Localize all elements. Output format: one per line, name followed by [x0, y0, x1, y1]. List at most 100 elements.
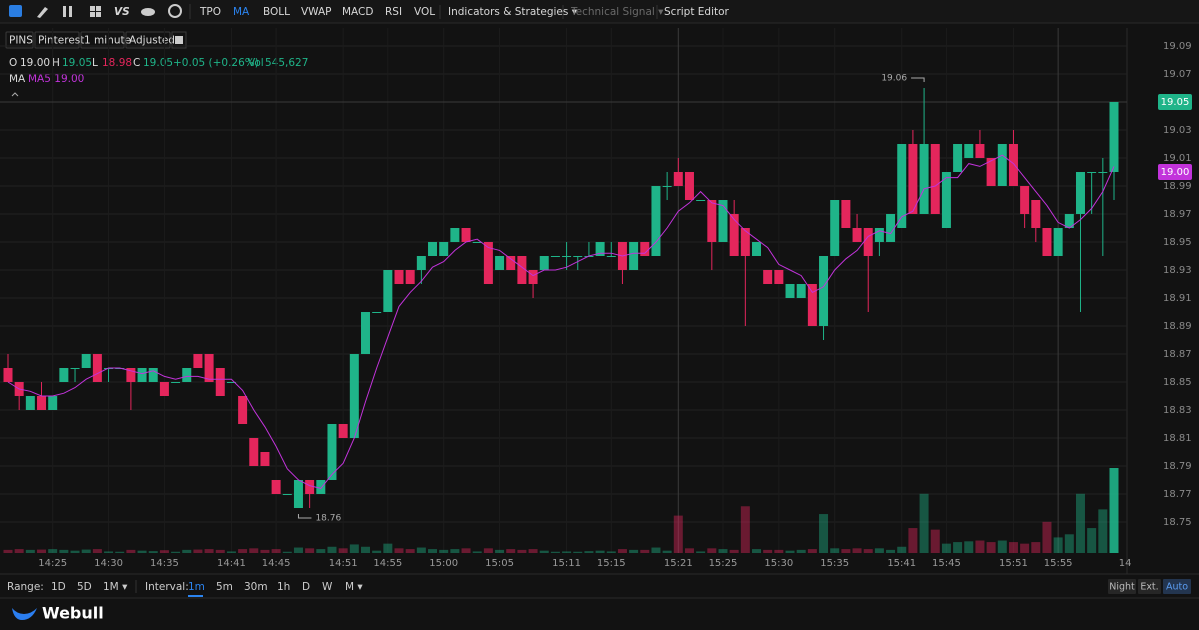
candle-body: [1098, 172, 1108, 173]
toolbar-item[interactable]: Script Editor: [664, 6, 730, 18]
candle-body: [495, 256, 505, 270]
legend-open: 19.00: [20, 57, 50, 69]
candle-body: [305, 480, 315, 494]
y-tick-label: 18.75: [1163, 517, 1192, 528]
interval-option[interactable]: 1m: [188, 581, 205, 593]
volume-bar: [148, 551, 158, 553]
candle-body: [863, 228, 873, 256]
session-button[interactable]: [1163, 579, 1191, 594]
volume-bar: [1053, 537, 1063, 553]
interval-option[interactable]: M ▾: [345, 581, 363, 593]
volume-bar: [830, 548, 840, 553]
x-tick-label: 15:55: [1044, 558, 1073, 569]
candle-body: [48, 396, 58, 410]
candle-body: [1020, 186, 1030, 214]
candle-body: [327, 424, 337, 480]
symbol-chip[interactable]: [80, 31, 125, 49]
candle-body: [483, 242, 493, 284]
volume-bar: [1064, 534, 1074, 553]
interval-option[interactable]: D: [302, 581, 310, 593]
toolbar-item[interactable]: RSI: [385, 6, 402, 18]
candle-body: [550, 256, 560, 257]
candle-body: [416, 256, 426, 270]
volume-bar: [707, 548, 717, 553]
toolbar-item[interactable]: MA: [233, 6, 250, 18]
settings-icon[interactable]: [171, 31, 187, 49]
volume-bar: [238, 549, 248, 553]
session-button[interactable]: [1138, 579, 1161, 594]
candle-body: [1075, 172, 1085, 214]
volume-bar: [897, 546, 907, 553]
volume-bar: [506, 549, 516, 553]
toolbar-item[interactable]: BOLL: [263, 6, 290, 18]
range-label: Range:: [7, 581, 44, 593]
y-tick-label: 19.03: [1163, 125, 1192, 136]
layout-icon-part: [69, 6, 72, 17]
volume-bar: [360, 546, 370, 553]
toolbar-item[interactable]: Indicators & Strategies ▾: [448, 6, 578, 18]
toolbar-item[interactable]: VOL: [414, 6, 435, 18]
candle-body: [282, 494, 292, 495]
volume-bar: [941, 543, 951, 553]
toolbar-item[interactable]: TPO: [199, 6, 221, 18]
range-option[interactable]: 5D: [77, 581, 92, 593]
draw-icon[interactable]: [37, 7, 48, 18]
last-price-label: 19.05: [1161, 97, 1190, 108]
symbol-chip-text: 1 minute: [84, 35, 131, 47]
interval-option[interactable]: 1h: [277, 581, 290, 593]
cloud-icon[interactable]: [141, 8, 155, 16]
interval-option[interactable]: 5m: [216, 581, 233, 593]
volume-bar: [1098, 509, 1108, 553]
interval-option[interactable]: W: [322, 581, 333, 593]
symbol-chip-text: PINS: [9, 35, 33, 47]
range-option[interactable]: 1D: [51, 581, 66, 593]
candle-body: [562, 256, 572, 257]
x-tick-label: 14:25: [38, 558, 67, 569]
session-label: Auto: [1166, 582, 1188, 593]
volume-bar: [293, 547, 303, 553]
candle-body: [159, 382, 169, 396]
candle-body: [595, 242, 605, 256]
candle-body: [573, 256, 583, 257]
candle-body: [226, 382, 236, 383]
toolbar-item[interactable]: VWAP: [301, 6, 332, 18]
volume-bar: [763, 549, 773, 553]
legend-close: 19.05: [143, 57, 173, 69]
settings-icon-glyph: [175, 36, 183, 44]
toolbar-item[interactable]: Technical Signal ▾: [570, 6, 664, 18]
target-icon[interactable]: [168, 4, 182, 18]
grid-icon[interactable]: [90, 6, 101, 17]
candle-body: [1053, 228, 1063, 256]
x-tick-label: 15:11: [552, 558, 581, 569]
symbol-chip[interactable]: [125, 31, 171, 49]
candle-body: [59, 368, 69, 382]
volume-bar: [92, 549, 102, 553]
candle-body: [763, 270, 773, 284]
high-annotation: 19.06: [881, 74, 907, 84]
volume-bar: [539, 550, 549, 553]
last-price-badge: [1158, 94, 1192, 110]
legend-l-label: L: [92, 57, 98, 69]
volume-bar: [271, 549, 281, 553]
volume-bar: [383, 543, 393, 553]
toolbar-item[interactable]: MACD: [342, 6, 373, 18]
candle-body: [238, 396, 248, 424]
volume-bar: [841, 549, 851, 553]
session-button[interactable]: [1108, 579, 1136, 594]
candle-body: [707, 200, 717, 242]
volume-bar: [204, 549, 214, 553]
layout-icon[interactable]: [63, 6, 66, 17]
range-option[interactable]: 1M ▾: [103, 581, 128, 593]
candle-body: [70, 368, 80, 369]
chart-icon[interactable]: [9, 5, 22, 17]
symbol-chip[interactable]: [5, 31, 34, 49]
candle-body: [740, 228, 750, 256]
candle-body: [606, 256, 616, 257]
vs-icon[interactable]: VS: [114, 6, 130, 18]
interval-label: Interval:: [145, 581, 189, 593]
interval-option[interactable]: 30m: [244, 581, 268, 593]
symbol-chip[interactable]: [34, 31, 80, 49]
candle-body: [182, 368, 192, 382]
collapse-caret[interactable]: [11, 92, 19, 97]
